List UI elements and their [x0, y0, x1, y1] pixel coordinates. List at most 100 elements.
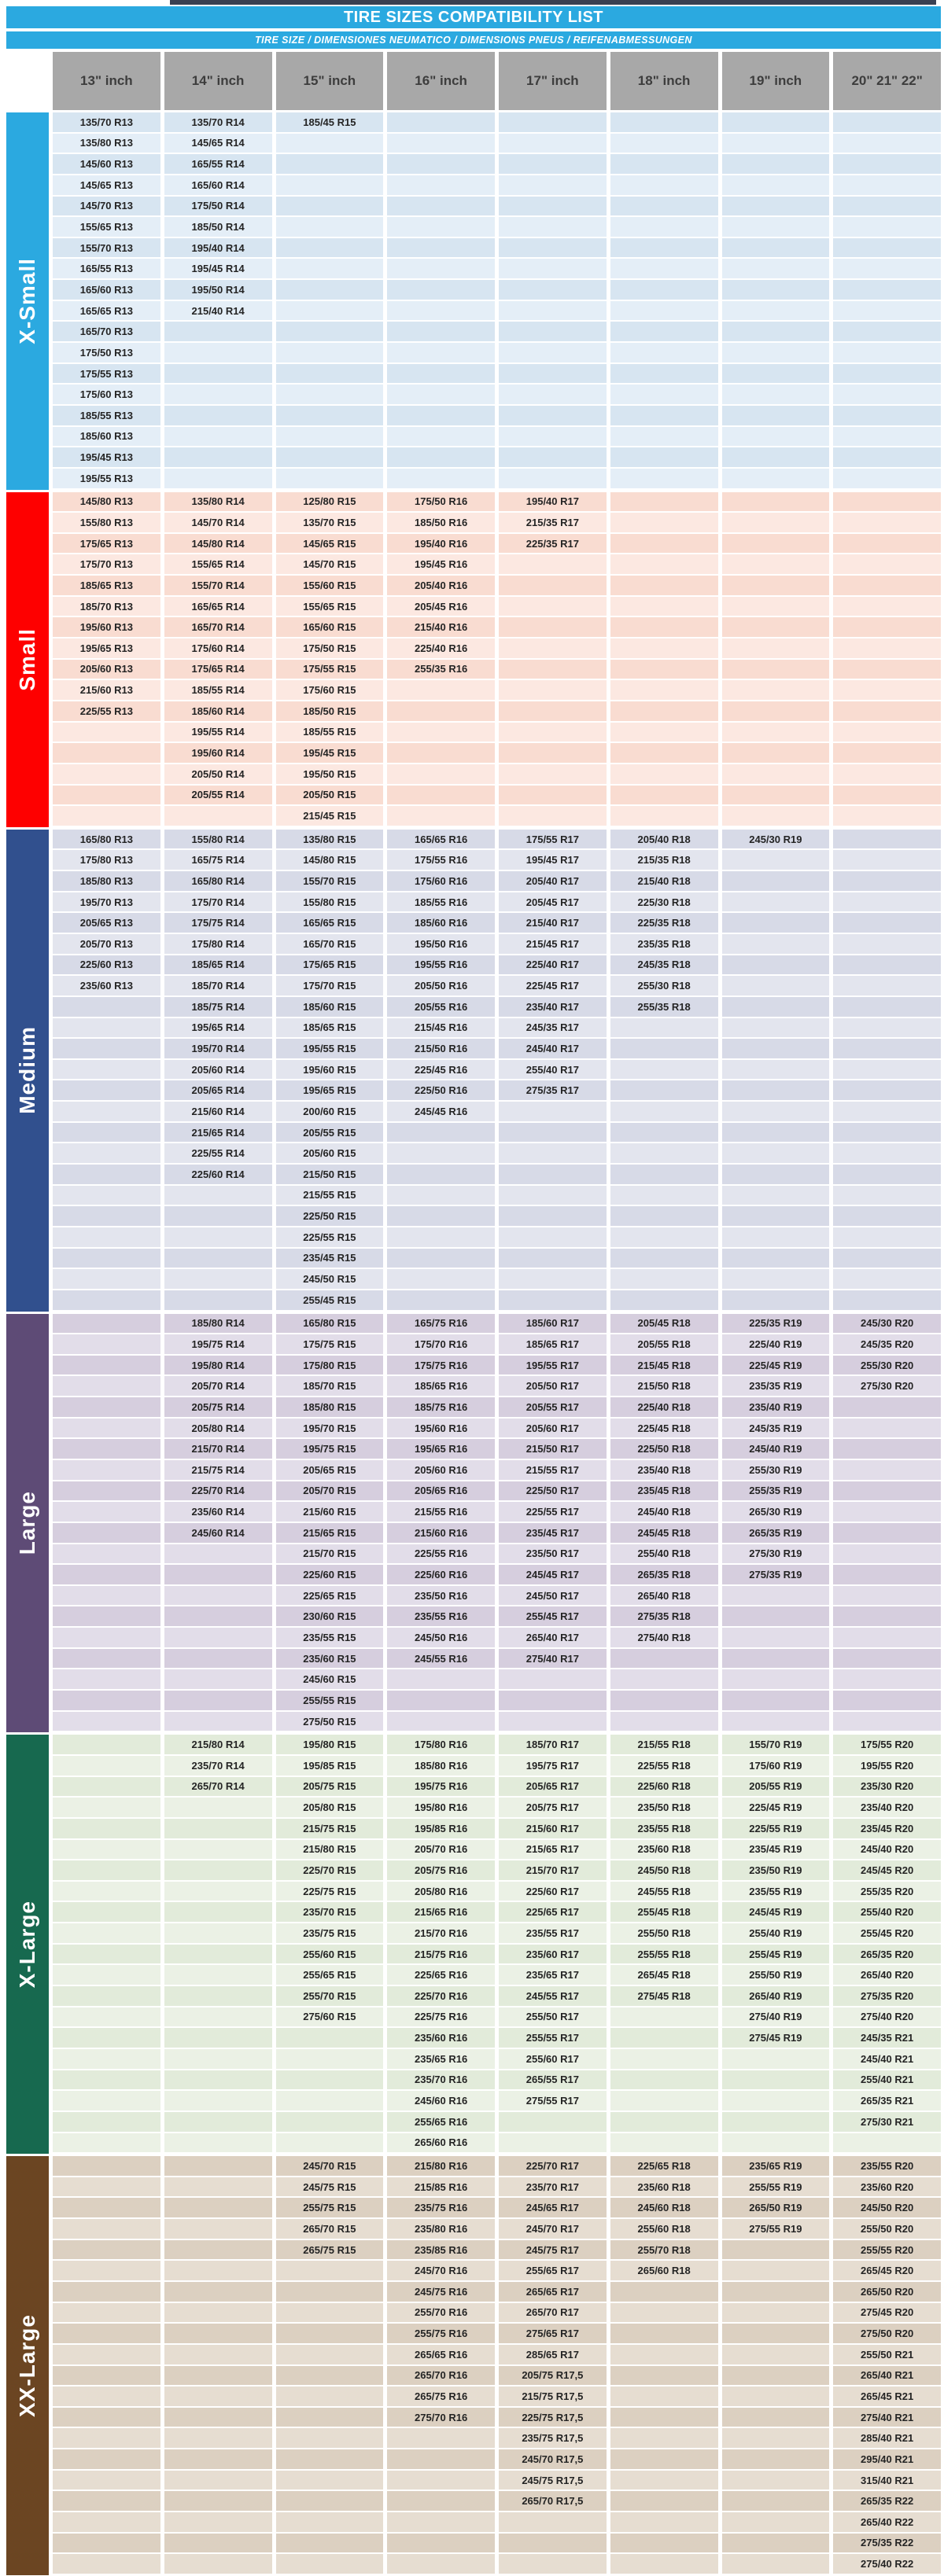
empty-cell: [164, 2365, 272, 2387]
empty-cell: [499, 680, 607, 701]
tire-size-cell: 225/45 R16: [387, 1059, 495, 1081]
empty-cell: [275, 2111, 384, 2133]
tire-size-cell: 275/30 R21: [833, 2111, 941, 2133]
tire-size-cell: 215/80 R15: [275, 1839, 384, 1861]
empty-cell: [721, 1143, 830, 1165]
column-header-6: 18" inch: [610, 52, 718, 110]
tire-size-cell: 265/75 R15: [275, 2239, 384, 2261]
tire-size-cell: 225/70 R16: [387, 1986, 495, 2007]
empty-cell: [164, 1691, 272, 1712]
size-column-7: 225/35 R19 225/40 R19 225/45 R19 235/35 R19…: [721, 1313, 830, 1733]
empty-cell: [53, 2219, 160, 2240]
section-x-large: X-Large 215/80 R14 235/70 R14 265/70 R14 195…: [6, 1735, 941, 2155]
tire-size-cell: 225/40 R17: [499, 955, 607, 977]
empty-cell: [721, 2344, 830, 2366]
empty-cell: [499, 1669, 607, 1691]
tire-size-cell: 265/35 R22: [833, 2491, 941, 2513]
empty-cell: [721, 2302, 830, 2324]
empty-cell: [275, 2028, 384, 2049]
empty-cell: [833, 426, 941, 448]
empty-cell: [721, 2512, 830, 2534]
empty-cell: [610, 1080, 718, 1102]
empty-cell: [387, 154, 495, 175]
empty-cell: [499, 2533, 607, 2555]
empty-cell: [53, 1290, 160, 1312]
tire-size-cell: 235/40 R17: [499, 996, 607, 1018]
empty-cell: [610, 785, 718, 807]
empty-cell: [610, 2281, 718, 2303]
empty-cell: [721, 2070, 830, 2092]
empty-cell: [833, 280, 941, 301]
tire-size-cell: 255/70 R18: [610, 2239, 718, 2261]
empty-cell: [833, 1648, 941, 1670]
empty-cell: [387, 2533, 495, 2555]
tire-size-cell: 225/40 R18: [610, 1397, 718, 1419]
section-label: XX-Large: [15, 2314, 39, 2418]
empty-cell: [833, 892, 941, 914]
tire-size-cell: 175/55 R15: [275, 659, 384, 681]
empty-cell: [833, 1418, 941, 1440]
tire-size-cell: 285/40 R21: [833, 2428, 941, 2450]
tire-size-cell: 245/60 R14: [164, 1522, 272, 1544]
tire-size-cell: 265/65 R16: [387, 2344, 495, 2366]
empty-cell: [53, 1986, 160, 2007]
tire-size-cell: 215/60 R17: [499, 1818, 607, 1840]
empty-cell: [610, 1059, 718, 1081]
empty-cell: [53, 1185, 160, 1207]
empty-cell: [833, 1711, 941, 1733]
empty-cell: [721, 1185, 830, 1207]
empty-cell: [721, 2365, 830, 2387]
empty-cell: [53, 1881, 160, 1903]
tire-size-cell: 165/60 R13: [53, 280, 160, 301]
tire-size-cell: 145/70 R13: [53, 196, 160, 218]
empty-cell: [721, 280, 830, 301]
tire-size-cell: 215/40 R18: [610, 871, 718, 892]
empty-cell: [610, 2428, 718, 2450]
tire-size-cell: 265/40 R17: [499, 1628, 607, 1649]
tire-size-cell: 135/70 R14: [164, 112, 272, 134]
empty-cell: [833, 175, 941, 197]
tire-size-cell: 175/70 R14: [164, 892, 272, 914]
empty-cell: [610, 638, 718, 660]
empty-cell: [53, 1818, 160, 1840]
empty-cell: [53, 1544, 160, 1566]
empty-cell: [610, 1669, 718, 1691]
empty-cell: [721, 1018, 830, 1040]
empty-cell: [833, 1059, 941, 1081]
tire-size-cell: 245/70 R17: [499, 2219, 607, 2240]
empty-cell: [721, 513, 830, 534]
empty-cell: [610, 1269, 718, 1290]
tire-size-cell: 215/60 R14: [164, 1102, 272, 1123]
empty-cell: [499, 196, 607, 218]
empty-cell: [721, 913, 830, 934]
empty-cell: [53, 1798, 160, 1819]
tire-size-cell: 195/60 R15: [275, 1059, 384, 1081]
section-label: Small: [15, 627, 39, 691]
tire-size-cell: 155/65 R14: [164, 554, 272, 576]
empty-cell: [275, 2512, 384, 2534]
empty-cell: [721, 1039, 830, 1060]
empty-cell: [53, 722, 160, 744]
tire-size-cell: 275/45 R19: [721, 2028, 830, 2049]
tire-size-cell: 255/75 R15: [275, 2198, 384, 2220]
tire-size-cell: 245/70 R15: [275, 2156, 384, 2177]
size-column-7: [721, 491, 830, 827]
tire-size-cell: 175/80 R13: [53, 850, 160, 872]
empty-cell: [53, 1439, 160, 1460]
tire-size-cell: 165/75 R14: [164, 850, 272, 872]
empty-cell: [721, 1206, 830, 1227]
tire-size-cell: 205/45 R18: [610, 1313, 718, 1335]
empty-cell: [721, 596, 830, 618]
empty-cell: [499, 405, 607, 427]
empty-cell: [53, 1860, 160, 1882]
tire-size-cell: 255/40 R18: [610, 1544, 718, 1566]
empty-cell: [833, 617, 941, 639]
tire-size-cell: 175/60 R15: [275, 680, 384, 701]
empty-cell: [610, 2470, 718, 2492]
tire-size-cell: 205/50 R15: [275, 785, 384, 807]
empty-cell: [610, 596, 718, 618]
empty-cell: [387, 1227, 495, 1249]
tire-size-cell: 175/70 R13: [53, 554, 160, 576]
empty-cell: [387, 701, 495, 723]
empty-cell: [721, 2133, 830, 2155]
